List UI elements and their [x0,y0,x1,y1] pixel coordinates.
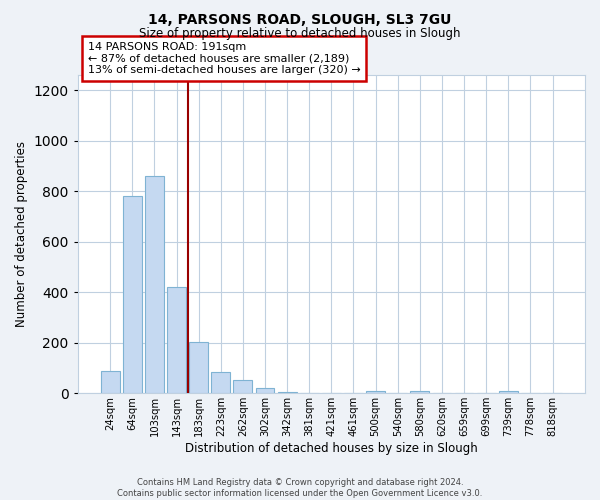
Bar [145,176,164,394]
Y-axis label: Number of detached properties: Number of detached properties [15,141,28,327]
Text: Size of property relative to detached houses in Slough: Size of property relative to detached ho… [139,28,461,40]
Bar [499,391,518,394]
Bar [211,372,230,394]
Bar [189,342,208,394]
Bar [233,380,252,394]
Bar [366,391,385,394]
Bar [256,388,274,394]
Bar [300,393,319,394]
Text: Contains HM Land Registry data © Crown copyright and database right 2024.
Contai: Contains HM Land Registry data © Crown c… [118,478,482,498]
Text: 14, PARSONS ROAD, SLOUGH, SL3 7GU: 14, PARSONS ROAD, SLOUGH, SL3 7GU [148,12,452,26]
Bar [278,392,296,394]
Bar [167,287,186,394]
Text: 14 PARSONS ROAD: 191sqm
← 87% of detached houses are smaller (2,189)
13% of semi: 14 PARSONS ROAD: 191sqm ← 87% of detache… [88,42,361,75]
X-axis label: Distribution of detached houses by size in Slough: Distribution of detached houses by size … [185,442,478,455]
Bar [410,391,429,394]
Bar [123,196,142,394]
Bar [101,370,119,394]
